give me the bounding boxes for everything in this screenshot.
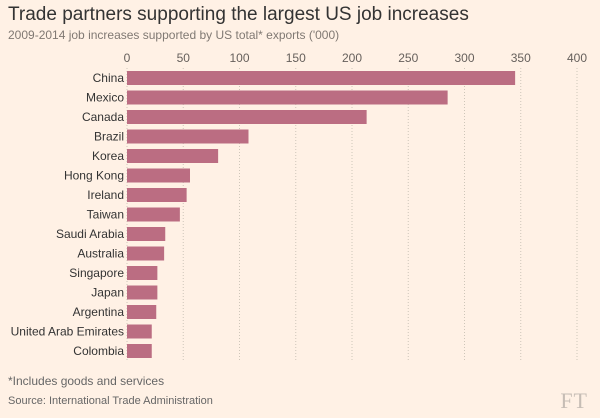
category-label-saudi-arabia: Saudi Arabia [56,227,124,241]
source-note: Source: International Trade Administrati… [8,395,213,407]
category-label-china: China [93,71,125,85]
bar-japan [127,285,158,300]
bar-saudi-arabia [127,227,166,241]
x-tick-label-250: 250 [398,51,418,65]
x-axis-ticks: 0 50 100 150 200 250 300 350 400 [124,51,588,65]
x-tick-label-400: 400 [567,51,587,65]
x-tick-label-200: 200 [342,51,362,65]
category-label-korea: Korea [92,149,124,163]
bar-ireland [127,188,187,202]
x-tick-label-50: 50 [177,51,191,65]
category-label-united-arab-emirates: United Arab Emirates [11,325,124,339]
category-label-ireland: Ireland [87,188,124,202]
x-tick-label-0: 0 [124,51,131,65]
category-labels: China Mexico Canada Brazil Korea Hong Kong Ire… [11,71,125,358]
category-label-argentina: Argentina [73,305,125,319]
x-tick-label-100: 100 [229,51,249,65]
bar-united-arab-emirates [127,324,152,339]
bar-korea [127,149,219,163]
bar-mexico [127,90,448,105]
chart-subtitle: 2009-2014 job increases supported by US … [8,28,340,42]
category-label-canada: Canada [82,110,124,124]
category-label-colombia: Colombia [73,344,124,358]
bar-singapore [127,266,158,280]
bars [127,71,516,358]
category-label-australia: Australia [77,247,124,261]
bar-australia [127,246,165,261]
x-tick-label-300: 300 [454,51,474,65]
bar-taiwan [127,207,180,222]
chart-title: Trade partners supporting the largest US… [8,4,469,25]
category-label-mexico: Mexico [86,91,124,105]
category-label-hong-kong: Hong Kong [64,169,124,183]
category-label-brazil: Brazil [94,130,124,144]
category-label-japan: Japan [91,286,124,300]
x-tick-label-150: 150 [286,51,306,65]
bar-canada [127,110,367,124]
bar-brazil [127,129,249,144]
category-label-singapore: Singapore [69,266,124,280]
x-tick-label-350: 350 [511,51,531,65]
category-label-taiwan: Taiwan [87,208,124,222]
bar-hong-kong [127,168,190,183]
bar-colombia [127,344,152,358]
footnote: *Includes goods and services [8,374,165,388]
bar-argentina [127,305,157,319]
bar-china [127,71,516,85]
ft-logo: FT [560,388,588,413]
